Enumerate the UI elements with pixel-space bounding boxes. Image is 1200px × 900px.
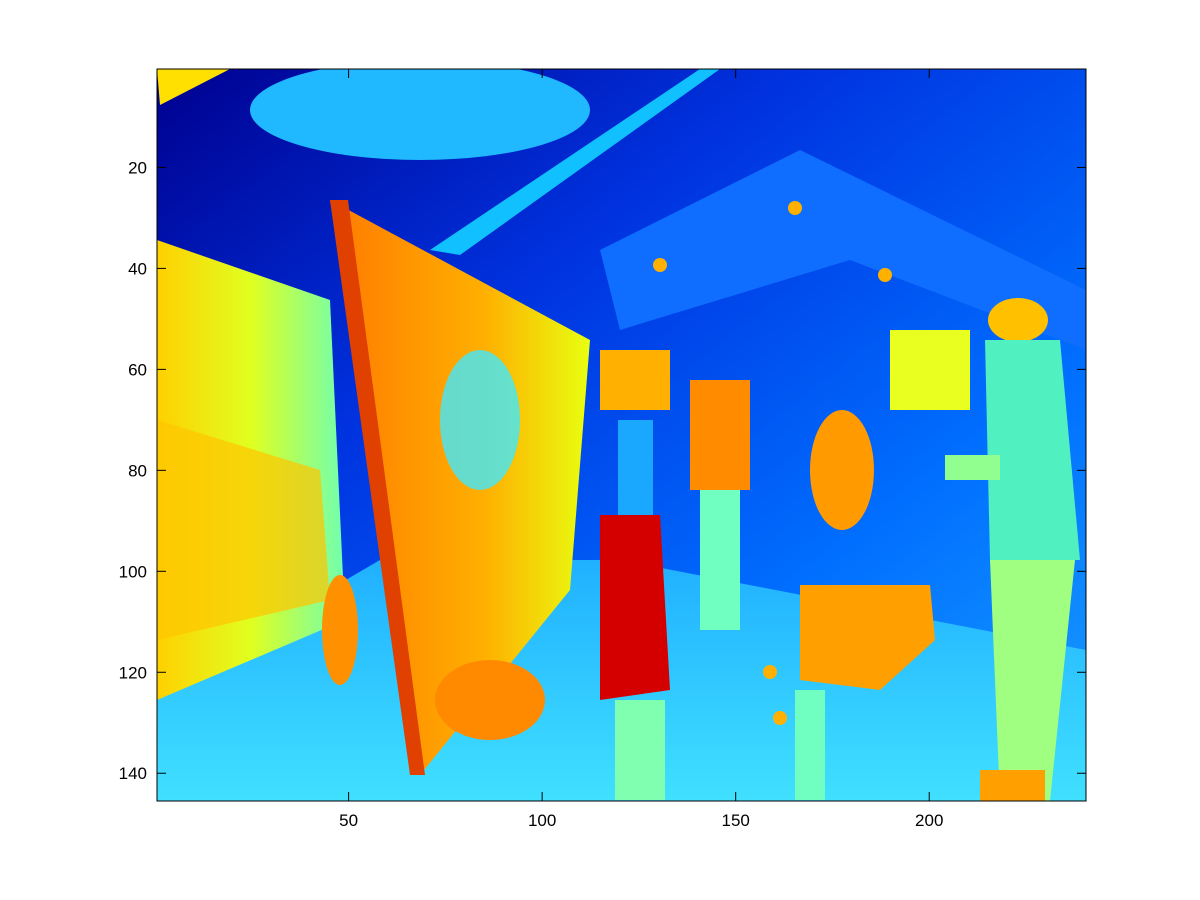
ceiling-panel xyxy=(600,150,1086,350)
hot-spot xyxy=(773,711,787,725)
x-axis: 50 100 150 200 xyxy=(339,69,943,830)
hot-spot xyxy=(653,258,667,272)
man-feet xyxy=(980,770,1045,801)
hot-spot xyxy=(763,665,777,679)
axes-frame xyxy=(156,68,1087,802)
dress-figure-torso xyxy=(618,420,653,515)
distant-figure-b xyxy=(690,380,750,490)
ceiling-corner xyxy=(157,69,230,105)
canvas-blob xyxy=(435,660,545,740)
distant-figure-a xyxy=(600,350,670,410)
bag-figure-torso xyxy=(810,410,874,530)
y-tick-label: 60 xyxy=(128,360,147,379)
man-torso xyxy=(985,340,1080,560)
hot-spot xyxy=(788,201,802,215)
man-legs xyxy=(990,560,1075,801)
canvas-board-edge xyxy=(330,200,425,775)
bag-figure-legs xyxy=(795,690,825,800)
y-tick-label: 100 xyxy=(119,562,147,581)
hat xyxy=(988,298,1048,342)
y-tick-label: 80 xyxy=(128,461,147,480)
plot-area xyxy=(157,69,1086,801)
x-tick-label: 200 xyxy=(915,811,943,830)
y-tick-label: 140 xyxy=(119,764,147,783)
left-hot-shape xyxy=(322,575,358,685)
y-tick-label: 40 xyxy=(128,259,147,278)
distant-panel xyxy=(890,330,970,410)
ceiling-beam xyxy=(430,69,720,255)
x-tick-label: 50 xyxy=(339,811,358,830)
man-arm xyxy=(945,455,1000,480)
heatmap-image xyxy=(157,69,1086,801)
wall-left-hot xyxy=(157,420,330,640)
distant-legs xyxy=(700,490,740,630)
canvas-board xyxy=(330,200,590,775)
y-tick-label: 120 xyxy=(119,663,147,682)
shoulder-bag xyxy=(800,585,935,690)
x-tick-label: 150 xyxy=(722,811,750,830)
hot-spot xyxy=(878,268,892,282)
y-axis: 20 40 60 80 100 120 140 xyxy=(119,158,1086,783)
ceiling-lights xyxy=(250,69,590,160)
canvas-cutout xyxy=(440,350,520,490)
y-tick-label: 20 xyxy=(128,158,147,177)
dress-figure-legs xyxy=(615,700,665,800)
red-dress-figure xyxy=(600,515,670,700)
x-tick-label: 100 xyxy=(528,811,556,830)
